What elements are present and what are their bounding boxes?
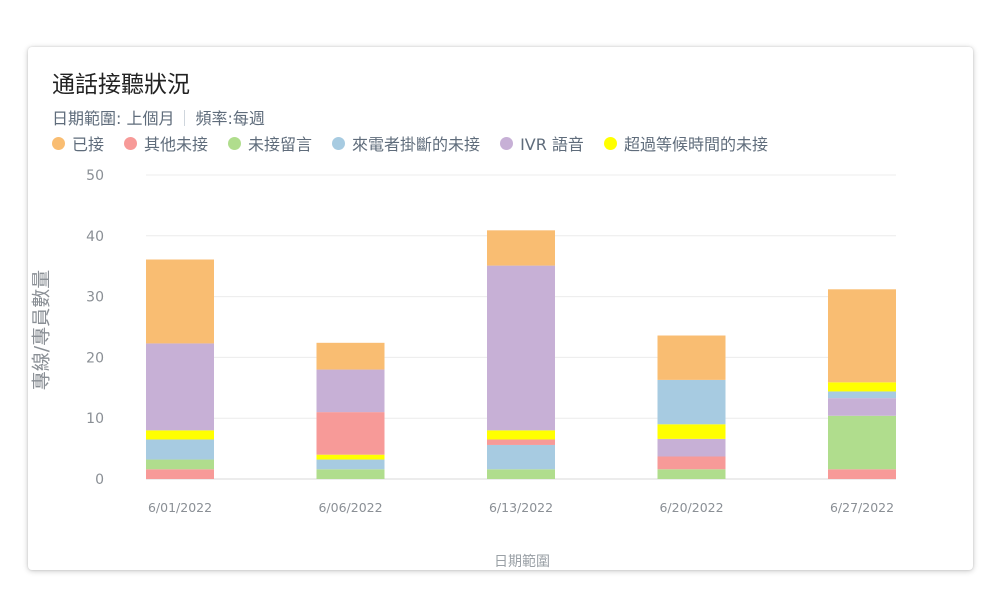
bar-segment — [657, 424, 726, 439]
legend-swatch-other-missed — [124, 136, 138, 150]
bar-segment — [828, 382, 896, 392]
legend-swatch-answered — [52, 136, 65, 150]
legend-label-answered: 已接 — [72, 135, 105, 154]
legend-item-voicemail[interactable]: 未接留言 — [228, 131, 312, 155]
bar-segment — [828, 469, 896, 479]
bar-segment — [657, 379, 726, 425]
frequency-label: 頻率:每週 — [195, 109, 265, 128]
chart-subtitle: 日期範圍: 上個月 頻率:每週 — [52, 105, 265, 129]
chart-title: 通話接聽狀況 — [52, 72, 190, 98]
bar-segment — [487, 444, 555, 470]
legend-item-ivr[interactable]: IVR 語音 — [500, 131, 584, 155]
x-tick-label: 6/01/2022 — [148, 500, 212, 515]
bar-segment — [828, 415, 896, 470]
bar-segment — [146, 439, 214, 460]
bar-segment — [828, 398, 896, 416]
x-axis-title: 日期範圍 — [494, 554, 550, 570]
bar-segment — [316, 454, 385, 460]
bar-segment — [487, 430, 555, 440]
bar-segment — [146, 259, 214, 344]
legend-label-timeout: 超過等候時間的未接 — [623, 135, 768, 154]
legend-item-other-missed[interactable]: 其他未接 — [124, 131, 208, 155]
y-tick-label: 10 — [86, 411, 104, 427]
bar-segment — [487, 469, 555, 479]
bar-segment — [316, 469, 385, 479]
legend-swatch-timeout — [603, 136, 617, 150]
legend-item-answered[interactable]: 已接 — [52, 131, 104, 155]
y-tick-label: 30 — [86, 290, 104, 306]
bar-segment — [487, 265, 555, 431]
bar-segment — [828, 289, 896, 383]
bar-segment — [657, 456, 726, 470]
x-tick-label: 6/27/2022 — [830, 500, 894, 515]
bar-segment — [657, 335, 726, 380]
bar-segment — [487, 230, 555, 266]
bar-segment — [657, 438, 726, 457]
bar-segment — [316, 369, 385, 413]
y-axis-title: 專線/專員數量 — [30, 269, 53, 391]
x-tick-label: 6/13/2022 — [489, 500, 553, 515]
bar-segment — [316, 412, 385, 455]
legend-swatch-voicemail — [228, 136, 242, 150]
bar-segment — [316, 342, 385, 370]
legend-label-other-missed: 其他未接 — [144, 135, 209, 154]
y-tick-label: 0 — [95, 472, 104, 488]
bar-segment — [146, 430, 214, 440]
bar-segment — [146, 469, 214, 479]
legend-swatch-caller-hangup — [332, 136, 346, 150]
x-tick-label: 6/20/2022 — [659, 500, 723, 515]
bar-segment — [487, 439, 555, 445]
bar-segment — [146, 343, 214, 431]
bar-segment — [828, 391, 896, 399]
legend-label-ivr: IVR 語音 — [520, 135, 584, 154]
y-tick-label: 50 — [86, 168, 104, 184]
legend-item-timeout[interactable]: 超過等候時間的未接 — [603, 131, 768, 155]
y-tick-label: 40 — [86, 229, 104, 245]
subtitle-divider — [184, 110, 186, 126]
date-range-label: 日期範圍: 上個月 — [52, 109, 175, 128]
legend-item-caller-hangup[interactable]: 來電者掛斷的未接 — [332, 131, 480, 155]
x-tick-label: 6/06/2022 — [318, 500, 382, 515]
bar-segment — [657, 469, 726, 479]
y-tick-label: 20 — [86, 350, 104, 366]
bar-segment — [316, 459, 385, 470]
legend-swatch-ivr — [500, 136, 514, 150]
legend-label-caller-hangup: 來電者掛斷的未接 — [352, 135, 481, 154]
bar-segment — [146, 459, 214, 470]
legend-label-voicemail: 未接留言 — [248, 135, 313, 154]
chart-legend: 已接 其他未接 未接留言 來電者掛斷的未接 IVR 語音 超過等候時間的未接 — [52, 131, 788, 155]
